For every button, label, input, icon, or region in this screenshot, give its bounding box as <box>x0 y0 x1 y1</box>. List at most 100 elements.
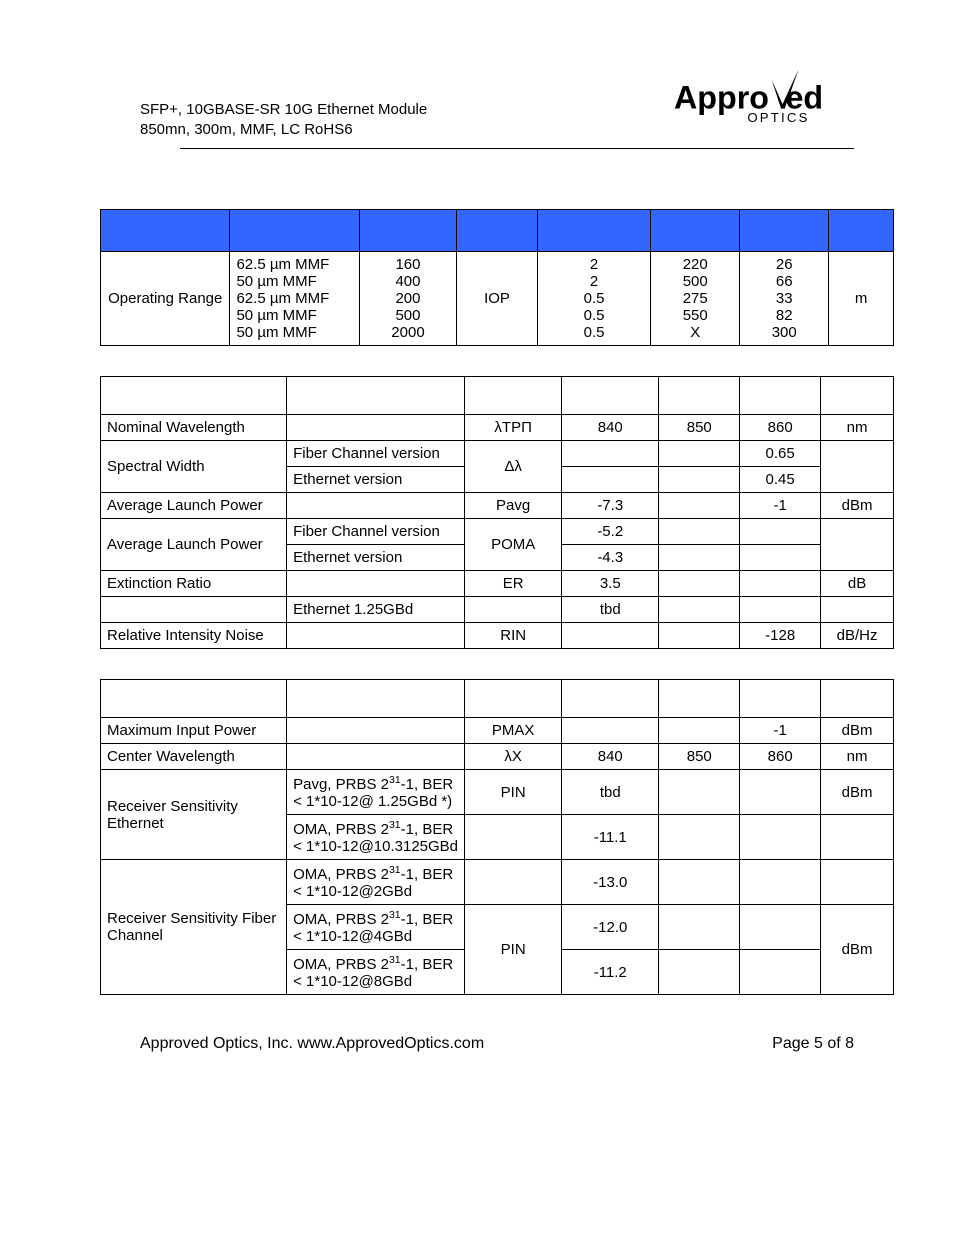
cell <box>659 493 740 519</box>
cell: 860 <box>740 415 821 441</box>
cell <box>465 597 562 623</box>
cell: -11.2 <box>562 950 659 995</box>
cell: OMA, PRBS 231-1, BER < 1*10-12@2GBd <box>287 860 465 905</box>
table-row: Average Launch PowerFiber Channel versio… <box>101 519 894 545</box>
cell <box>659 950 740 995</box>
cell <box>562 441 659 467</box>
cell: -11.1 <box>562 815 659 860</box>
cell <box>659 770 740 815</box>
cell <box>465 815 562 860</box>
cell-text: m <box>855 290 868 307</box>
cell: tbd <box>562 770 659 815</box>
page-footer: Approved Optics, Inc. www.ApprovedOptics… <box>100 1025 894 1053</box>
cell: Maximum Input Power <box>101 718 287 744</box>
cell <box>659 571 740 597</box>
cell: 0.45 <box>740 467 821 493</box>
cell <box>740 860 821 905</box>
cell: OMA, PRBS 231-1, BER < 1*10-12@8GBd <box>287 950 465 995</box>
cell <box>821 519 894 571</box>
cell: -5.2 <box>562 519 659 545</box>
cell: PIN <box>465 770 562 815</box>
cell <box>659 519 740 545</box>
cell: Spectral Width <box>101 441 287 493</box>
cell: 160 400 200 500 2000 <box>359 252 456 346</box>
table-row: Relative Intensity NoiseRIN-128dB/Hz <box>101 623 894 649</box>
cell: Average Launch Power <box>101 493 287 519</box>
cell: Ethernet 1.25GBd <box>287 597 465 623</box>
cell <box>740 950 821 995</box>
table-row: Nominal Wavelength λTPΠ840850860nm <box>101 415 894 441</box>
table-row: Ethernet 1.25GBd tbd <box>101 597 894 623</box>
header-text: SFP+, 10GBASE-SR 10G Ethernet Module 850… <box>100 80 427 139</box>
cell <box>659 905 740 950</box>
cell <box>740 519 821 545</box>
cell: Pavg <box>465 493 562 519</box>
cell-text: 220 500 275 550 X <box>683 256 708 341</box>
table-row: Spectral WidthFiber Channel versionΔλ0.6… <box>101 441 894 467</box>
cell: PMAX <box>465 718 562 744</box>
cell: Relative Intensity Noise <box>101 623 287 649</box>
header-line1: SFP+, 10GBASE-SR 10G Ethernet Module <box>140 100 427 120</box>
cell: ER <box>465 571 562 597</box>
cell <box>659 441 740 467</box>
header-line2: 850mn, 300m, MMF, LC RoHS6 <box>140 120 427 140</box>
cell: nm <box>821 415 894 441</box>
cell: tbd <box>562 597 659 623</box>
cell: 3.5 <box>562 571 659 597</box>
cell: IOP <box>457 252 538 346</box>
cell: 26 66 33 82 300 <box>740 252 829 346</box>
cell: PIN <box>465 905 562 995</box>
cell: 62.5 µm MMF 50 µm MMF 62.5 µm MMF 50 µm … <box>230 252 359 346</box>
cell-text: 26 66 33 82 300 <box>772 256 797 341</box>
table-header-row <box>101 680 894 718</box>
cell: nm <box>821 744 894 770</box>
cell: 840 <box>562 415 659 441</box>
cell <box>465 860 562 905</box>
cell <box>562 718 659 744</box>
cell-text: 160 400 200 500 2000 <box>391 256 424 341</box>
cell-text: Operating Range <box>108 290 222 307</box>
cell: 2 2 0.5 0.5 0.5 <box>537 252 650 346</box>
cell <box>821 597 894 623</box>
cell <box>287 623 465 649</box>
cell <box>287 571 465 597</box>
cell: POMA <box>465 519 562 571</box>
cell: 850 <box>659 415 740 441</box>
cell: -1 <box>740 718 821 744</box>
cell <box>659 467 740 493</box>
cell: 0.65 <box>740 441 821 467</box>
cell <box>740 770 821 815</box>
table-header-row <box>101 377 894 415</box>
receiver-spec-table: Maximum Input PowerPMAX-1dBmCenter Wavel… <box>100 679 894 995</box>
cell: Fiber Channel version <box>287 519 465 545</box>
cell: Ethernet version <box>287 545 465 571</box>
cell: Fiber Channel version <box>287 441 465 467</box>
transmitter-spec-table: Nominal WavelengthλTPΠ840850860nmSpectra… <box>100 376 894 649</box>
cell: -13.0 <box>562 860 659 905</box>
cell <box>101 597 287 623</box>
cell-text: IOP <box>484 290 510 307</box>
cell: dBm <box>821 718 894 744</box>
cell-text: 2 2 0.5 0.5 0.5 <box>584 256 605 341</box>
operating-range-table: Operating Range 62.5 µm MMF 50 µm MMF 62… <box>100 209 894 346</box>
cell: -7.3 <box>562 493 659 519</box>
cell: λTPΠ <box>465 415 562 441</box>
cell <box>659 860 740 905</box>
cell: m <box>829 252 894 346</box>
page-header: SFP+, 10GBASE-SR 10G Ethernet Module 850… <box>100 80 894 144</box>
cell: Extinction Ratio <box>101 571 287 597</box>
cell: Nominal Wavelength <box>101 415 287 441</box>
cell: dBm <box>821 493 894 519</box>
cell: Center Wavelength <box>101 744 287 770</box>
table-row: Maximum Input Power PMAX -1dBm <box>101 718 894 744</box>
cell <box>740 815 821 860</box>
cell: dBm <box>821 905 894 995</box>
cell: Ethernet version <box>287 467 465 493</box>
cell: Pavg, PRBS 231-1, BER < 1*10-12@ 1.25GBd… <box>287 770 465 815</box>
cell: 850 <box>659 744 740 770</box>
svg-text:OPTICS: OPTICS <box>747 110 809 125</box>
table-row: Average Launch PowerPavg-7.3-1dBm <box>101 493 894 519</box>
table-header-row <box>101 210 894 252</box>
cell: Operating Range <box>101 252 230 346</box>
cell: dB/Hz <box>821 623 894 649</box>
